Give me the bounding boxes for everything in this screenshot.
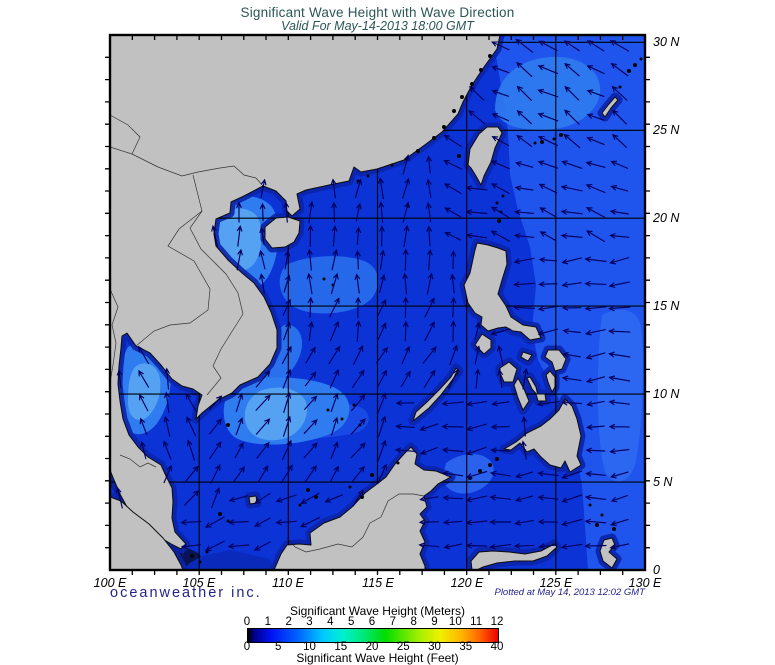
gulf-thailand-bright-patch (128, 363, 161, 421)
valid-time-subtitle: Valid For May-14-2013 18:00 GMT (281, 19, 474, 33)
meters-tick: 6 (368, 616, 376, 628)
meters-tick: 4 (327, 616, 334, 628)
lat-label: 30 N (653, 35, 680, 49)
feet-tick: 25 (396, 641, 410, 653)
lat-label: 15 N (653, 299, 680, 313)
sabah-east-light-patch (442, 454, 494, 494)
wave-height-colorbar (247, 628, 499, 643)
country-borders (110, 114, 425, 553)
meters-tick: 12 (490, 616, 504, 628)
lon-label: 115 E (362, 576, 394, 590)
meters-tick: 9 (431, 616, 438, 628)
meters-tick: 1 (264, 616, 272, 628)
feet-tick: 40 (490, 641, 504, 653)
feet-tick: 20 (365, 641, 379, 653)
south-vietnam-bright-patch (244, 387, 308, 441)
lat-label: 5 N (653, 475, 673, 489)
feet-tick: 0 (243, 641, 251, 653)
lon-label: 110 E (272, 576, 304, 590)
lon-label: 125 E (539, 576, 573, 590)
meters-tick: 5 (347, 616, 355, 628)
oceanweather-logo-text: oceanweather inc. (110, 585, 262, 601)
plotted-timestamp: Plotted at May 14, 2013 12:02 GMT (494, 587, 645, 598)
small-islands (190, 54, 643, 564)
lat-label: 0 (653, 563, 660, 577)
meters-tick: 2 (285, 616, 292, 628)
java-sea-band (183, 550, 274, 570)
meters-tick: 11 (470, 616, 483, 628)
page-title: Significant Wave Height with Wave Direct… (240, 5, 515, 20)
wave-map (105, 33, 650, 575)
lat-label: 25 N (653, 123, 680, 137)
lon-label: 105 E (182, 576, 216, 590)
feet-tick: 30 (428, 641, 441, 653)
meters-tick: 7 (389, 616, 397, 628)
lat-label: 10 N (653, 387, 680, 401)
meters-tick: 10 (448, 616, 462, 628)
lon-label: 120 E (450, 576, 484, 590)
meters-tick: 8 (410, 616, 417, 628)
pacific-se-light-patch (597, 309, 644, 482)
feet-tick: 5 (275, 641, 282, 653)
feet-tick: 15 (334, 641, 348, 653)
lat-label: 20 N (653, 211, 680, 225)
legend-feet-title: Significant Wave Height (Feet) (296, 651, 459, 665)
meters-tick: 0 (243, 616, 251, 628)
feet-tick: 35 (459, 641, 473, 653)
meters-tick: 3 (306, 616, 313, 628)
map-frame (108, 33, 647, 572)
lon-label: 130 E (628, 576, 662, 590)
lon-label: 100 E (93, 576, 127, 590)
degree-tick-marks (105, 35, 650, 575)
legend-meters-title: Significant Wave Height (Meters) (290, 604, 465, 618)
wave-direction-arrows (115, 38, 631, 552)
feet-tick: 10 (303, 641, 316, 653)
central-basin-light-patch (279, 256, 379, 314)
